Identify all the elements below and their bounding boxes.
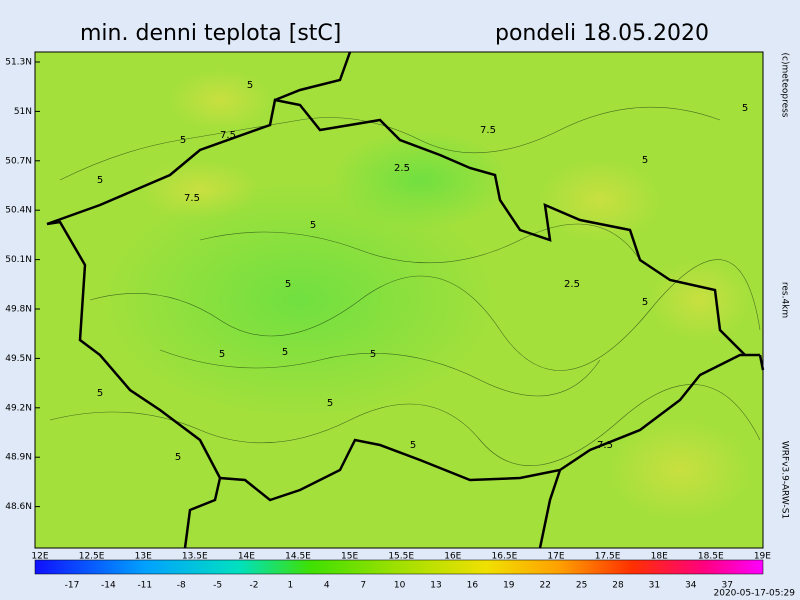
scale-label: -17 [65,581,80,591]
lon-label: 13.5E [182,552,208,562]
lat-label: 49.5N [5,354,32,364]
map-title: min. denni teplota [stC] [80,21,341,46]
contour-label: 7.5 [220,130,236,141]
scale-label: -5 [213,581,222,591]
contour-label: 5 [642,297,648,308]
contour-label: 5 [180,135,186,146]
scale-label: 7 [360,581,366,591]
contour-label: 5 [285,279,291,290]
lon-label: 18E [651,552,668,562]
timestamp: 2020-05-17-05:29 [714,589,796,599]
contour-label: 5 [327,398,333,409]
contour-label: 5 [410,440,416,451]
contour-label: 7.5 [597,440,613,451]
lat-label: 50.4N [5,206,32,216]
scale-label: 19 [503,581,515,591]
contour-label: 5 [97,175,103,186]
contour-label: 5 [370,349,376,360]
scale-label: 25 [576,581,587,591]
map-area [34,51,765,549]
lon-label: 12.5E [79,552,105,562]
contour-label: 7.5 [184,193,200,204]
contour-label: 5 [642,155,648,166]
lon-label: 18.5E [698,552,724,562]
scale-label: 34 [685,581,697,591]
lon-label: 14E [238,552,255,562]
contour-label: 2.5 [564,279,580,290]
lat-label: 48.6N [5,502,32,512]
lat-label: 50.7N [5,156,32,166]
color-scale [34,559,764,575]
lat-label: 48.9N [5,453,32,463]
lon-label: 12E [31,552,48,562]
scale-label: 16 [467,581,479,591]
contour-label: 5 [247,80,253,91]
scale-label: -8 [177,581,186,591]
model: WRFv3.9-ARW-S1 [780,441,790,519]
lat-label: 49.8N [5,305,32,315]
lat-label: 51.3N [5,58,32,68]
scale-label: 1 [288,581,294,591]
scale-label: -14 [101,581,116,591]
scale-label: 31 [649,581,660,591]
scale-label: 22 [539,581,550,591]
scale-label: -11 [137,581,152,591]
contour-label: 2.5 [394,163,410,174]
contour-label: 7.5 [480,125,496,136]
contour-label: 5 [282,347,288,358]
copyright: (c)meteopress [780,53,790,118]
lon-label: 15.5E [388,552,414,562]
map-date: pondeli 18.05.2020 [495,21,709,46]
lat-label: 51N [14,107,32,117]
lon-label: 19E [754,552,771,562]
lat-label: 50.1N [5,255,32,265]
contour-label: 5 [97,388,103,399]
scale-label: 37 [721,581,732,591]
lon-label: 17.5E [595,552,621,562]
scale-label: 10 [394,581,406,591]
scale-label: -2 [250,581,259,591]
lon-label: 17E [547,552,564,562]
lat-label: 49.2N [5,403,32,413]
scale-label: 4 [324,581,330,591]
lon-label: 15E [341,552,358,562]
resolution: res.4km [780,282,790,318]
lon-label: 14.5E [285,552,311,562]
lon-label: 16E [444,552,461,562]
lon-label: 13E [135,552,152,562]
lon-label: 16.5E [492,552,518,562]
contour-label: 5 [310,220,316,231]
scale-label: 13 [430,581,441,591]
contour-label: 5 [175,452,181,463]
scale-label: 28 [612,581,624,591]
contour-label: 5 [742,103,748,114]
contour-label: 5 [219,349,225,360]
